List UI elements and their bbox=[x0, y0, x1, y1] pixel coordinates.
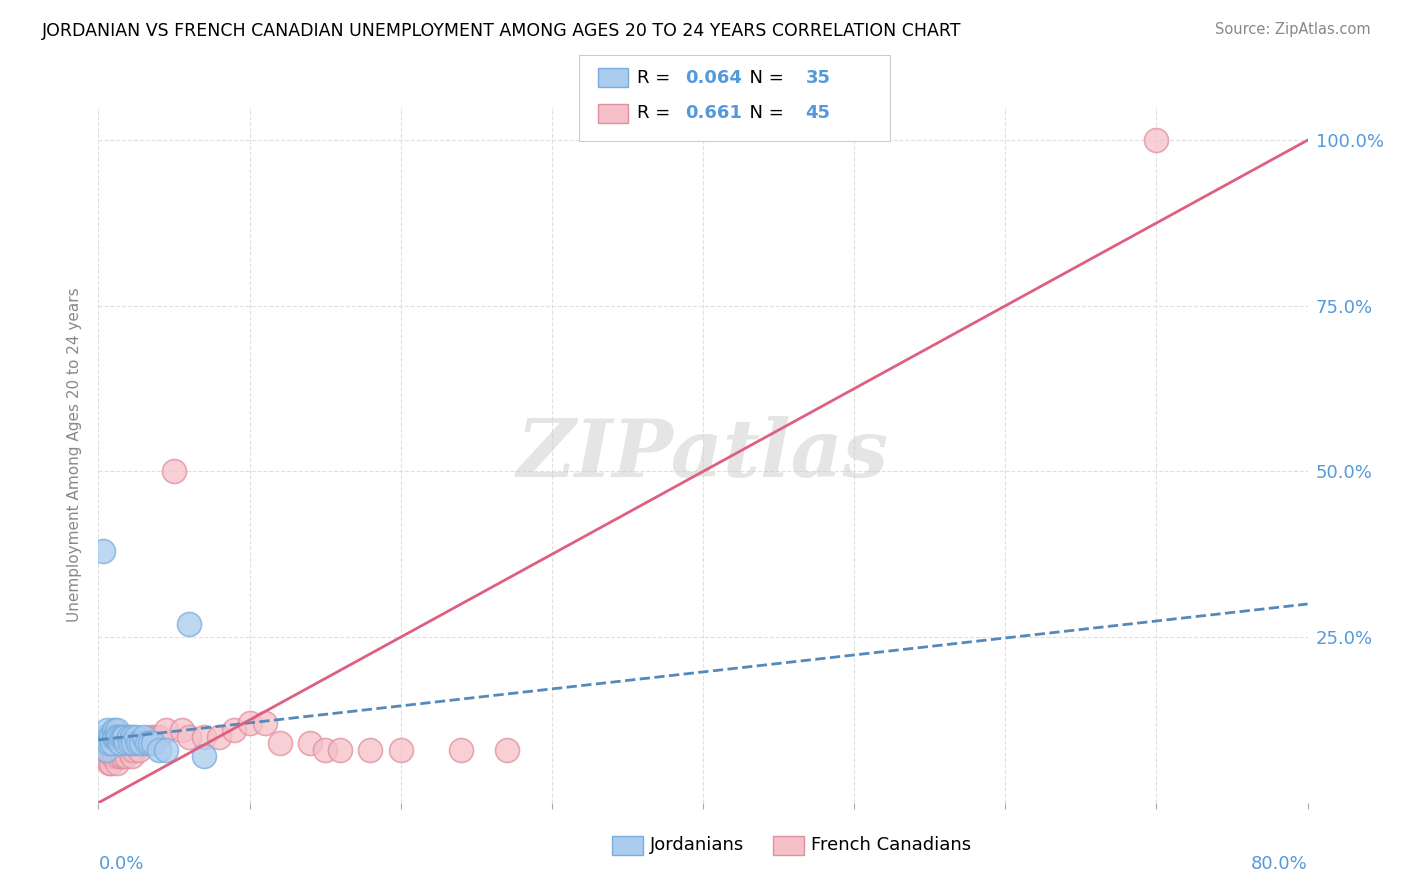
Point bbox=[495, 743, 517, 757]
Point bbox=[114, 736, 136, 750]
Point bbox=[108, 743, 131, 757]
Point bbox=[269, 736, 291, 750]
Point bbox=[148, 730, 170, 744]
Point bbox=[145, 730, 167, 744]
Point bbox=[314, 743, 336, 757]
Point bbox=[155, 743, 177, 757]
Point bbox=[163, 465, 186, 479]
Text: 35: 35 bbox=[806, 69, 831, 87]
Point bbox=[121, 749, 143, 764]
Point bbox=[135, 736, 157, 750]
Point bbox=[118, 743, 141, 757]
Point bbox=[1144, 133, 1167, 147]
Point bbox=[94, 743, 117, 757]
Point bbox=[107, 749, 129, 764]
Point bbox=[101, 749, 124, 764]
Point bbox=[450, 743, 472, 757]
Text: Jordanians: Jordanians bbox=[650, 836, 744, 855]
Point bbox=[122, 743, 145, 757]
Point bbox=[105, 730, 128, 744]
Point bbox=[179, 616, 201, 631]
Point bbox=[96, 723, 118, 737]
Point bbox=[93, 730, 115, 744]
Point bbox=[193, 749, 215, 764]
Point bbox=[101, 736, 124, 750]
Point bbox=[299, 736, 322, 750]
Point bbox=[139, 736, 162, 750]
Text: 80.0%: 80.0% bbox=[1251, 855, 1308, 873]
Point bbox=[329, 743, 352, 757]
Point bbox=[104, 749, 127, 764]
Text: Source: ZipAtlas.com: Source: ZipAtlas.com bbox=[1215, 22, 1371, 37]
Point bbox=[389, 743, 412, 757]
Point bbox=[94, 743, 117, 757]
Point bbox=[155, 723, 177, 737]
Text: R =: R = bbox=[637, 69, 676, 87]
Point bbox=[110, 749, 132, 764]
Point bbox=[125, 730, 148, 744]
Text: N =: N = bbox=[738, 104, 790, 122]
Point bbox=[208, 730, 231, 744]
Point bbox=[93, 749, 115, 764]
Point bbox=[108, 736, 131, 750]
Point bbox=[118, 730, 141, 744]
Point bbox=[253, 716, 276, 731]
Y-axis label: Unemployment Among Ages 20 to 24 years: Unemployment Among Ages 20 to 24 years bbox=[67, 287, 83, 623]
Point bbox=[132, 730, 155, 744]
Point bbox=[141, 730, 163, 744]
Text: 0.064: 0.064 bbox=[685, 69, 741, 87]
Point bbox=[100, 730, 122, 744]
Text: JORDANIAN VS FRENCH CANADIAN UNEMPLOYMENT AMONG AGES 20 TO 24 YEARS CORRELATION : JORDANIAN VS FRENCH CANADIAN UNEMPLOYMEN… bbox=[42, 22, 962, 40]
Point bbox=[132, 736, 155, 750]
Point bbox=[239, 716, 262, 731]
Point bbox=[129, 736, 152, 750]
Point bbox=[100, 756, 122, 770]
Point bbox=[111, 730, 134, 744]
Point bbox=[360, 743, 382, 757]
Point bbox=[128, 743, 150, 757]
Point bbox=[98, 749, 121, 764]
Point bbox=[91, 544, 114, 558]
Point bbox=[170, 723, 193, 737]
Text: 45: 45 bbox=[806, 104, 831, 122]
Point bbox=[98, 736, 121, 750]
Point bbox=[94, 736, 117, 750]
Text: R =: R = bbox=[637, 104, 676, 122]
Point bbox=[103, 749, 125, 764]
Point bbox=[110, 730, 132, 744]
Point bbox=[103, 730, 125, 744]
Point bbox=[125, 736, 148, 750]
Point bbox=[127, 736, 149, 750]
Point bbox=[224, 723, 246, 737]
Point bbox=[105, 756, 128, 770]
Point bbox=[122, 736, 145, 750]
Point bbox=[96, 749, 118, 764]
Text: ZIPatlas: ZIPatlas bbox=[517, 417, 889, 493]
Point bbox=[120, 736, 142, 750]
Point bbox=[111, 749, 134, 764]
Point bbox=[193, 730, 215, 744]
Point bbox=[121, 730, 143, 744]
Point bbox=[179, 730, 201, 744]
Point bbox=[136, 736, 159, 750]
Point bbox=[105, 723, 128, 737]
Point bbox=[91, 749, 114, 764]
Point bbox=[107, 730, 129, 744]
Text: N =: N = bbox=[738, 69, 790, 87]
Point bbox=[142, 736, 165, 750]
Point bbox=[98, 756, 121, 770]
Point bbox=[98, 730, 121, 744]
Point bbox=[112, 730, 135, 744]
Point bbox=[148, 743, 170, 757]
Point bbox=[112, 743, 135, 757]
Point bbox=[103, 723, 125, 737]
Text: French Canadians: French Canadians bbox=[811, 836, 972, 855]
Point bbox=[104, 730, 127, 744]
Text: 0.661: 0.661 bbox=[685, 104, 741, 122]
Point bbox=[114, 749, 136, 764]
Text: 0.0%: 0.0% bbox=[98, 855, 143, 873]
